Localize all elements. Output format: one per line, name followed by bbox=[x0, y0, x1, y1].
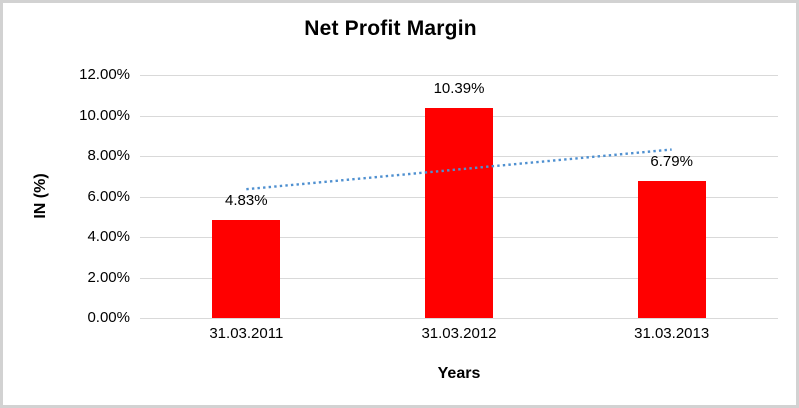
data-label: 6.79% bbox=[650, 152, 693, 170]
y-tick-label: 4.00% bbox=[87, 228, 130, 245]
chart-title: Net Profit Margin bbox=[304, 17, 477, 40]
plot-area: 4.83% 10.39% 6.79% bbox=[140, 75, 778, 319]
gridline bbox=[140, 75, 778, 76]
data-label: 10.39% bbox=[433, 79, 485, 97]
bar-31.03.2013 bbox=[637, 180, 706, 318]
y-tick-label: 10.00% bbox=[79, 106, 130, 124]
data-label: 4.83% bbox=[225, 192, 268, 210]
y-tick-label: 8.00% bbox=[87, 147, 130, 164]
y-tick-label: 6.00% bbox=[87, 187, 130, 205]
y-tick-label: 2.00% bbox=[87, 268, 130, 286]
x-tick-label: 31.03.2011 bbox=[209, 325, 284, 342]
y-tick-label: 12.00% bbox=[79, 66, 130, 83]
gridline bbox=[140, 318, 778, 319]
trendline bbox=[246, 148, 672, 191]
bar-31.03.2011 bbox=[212, 220, 281, 318]
x-tick-label: 31.03.2013 bbox=[634, 325, 710, 342]
y-tick-label: 0.00% bbox=[87, 309, 130, 326]
x-axis-title: Years bbox=[437, 365, 481, 382]
x-tick-label: 31.03.2012 bbox=[421, 325, 497, 342]
bar-31.03.2012 bbox=[425, 107, 493, 318]
